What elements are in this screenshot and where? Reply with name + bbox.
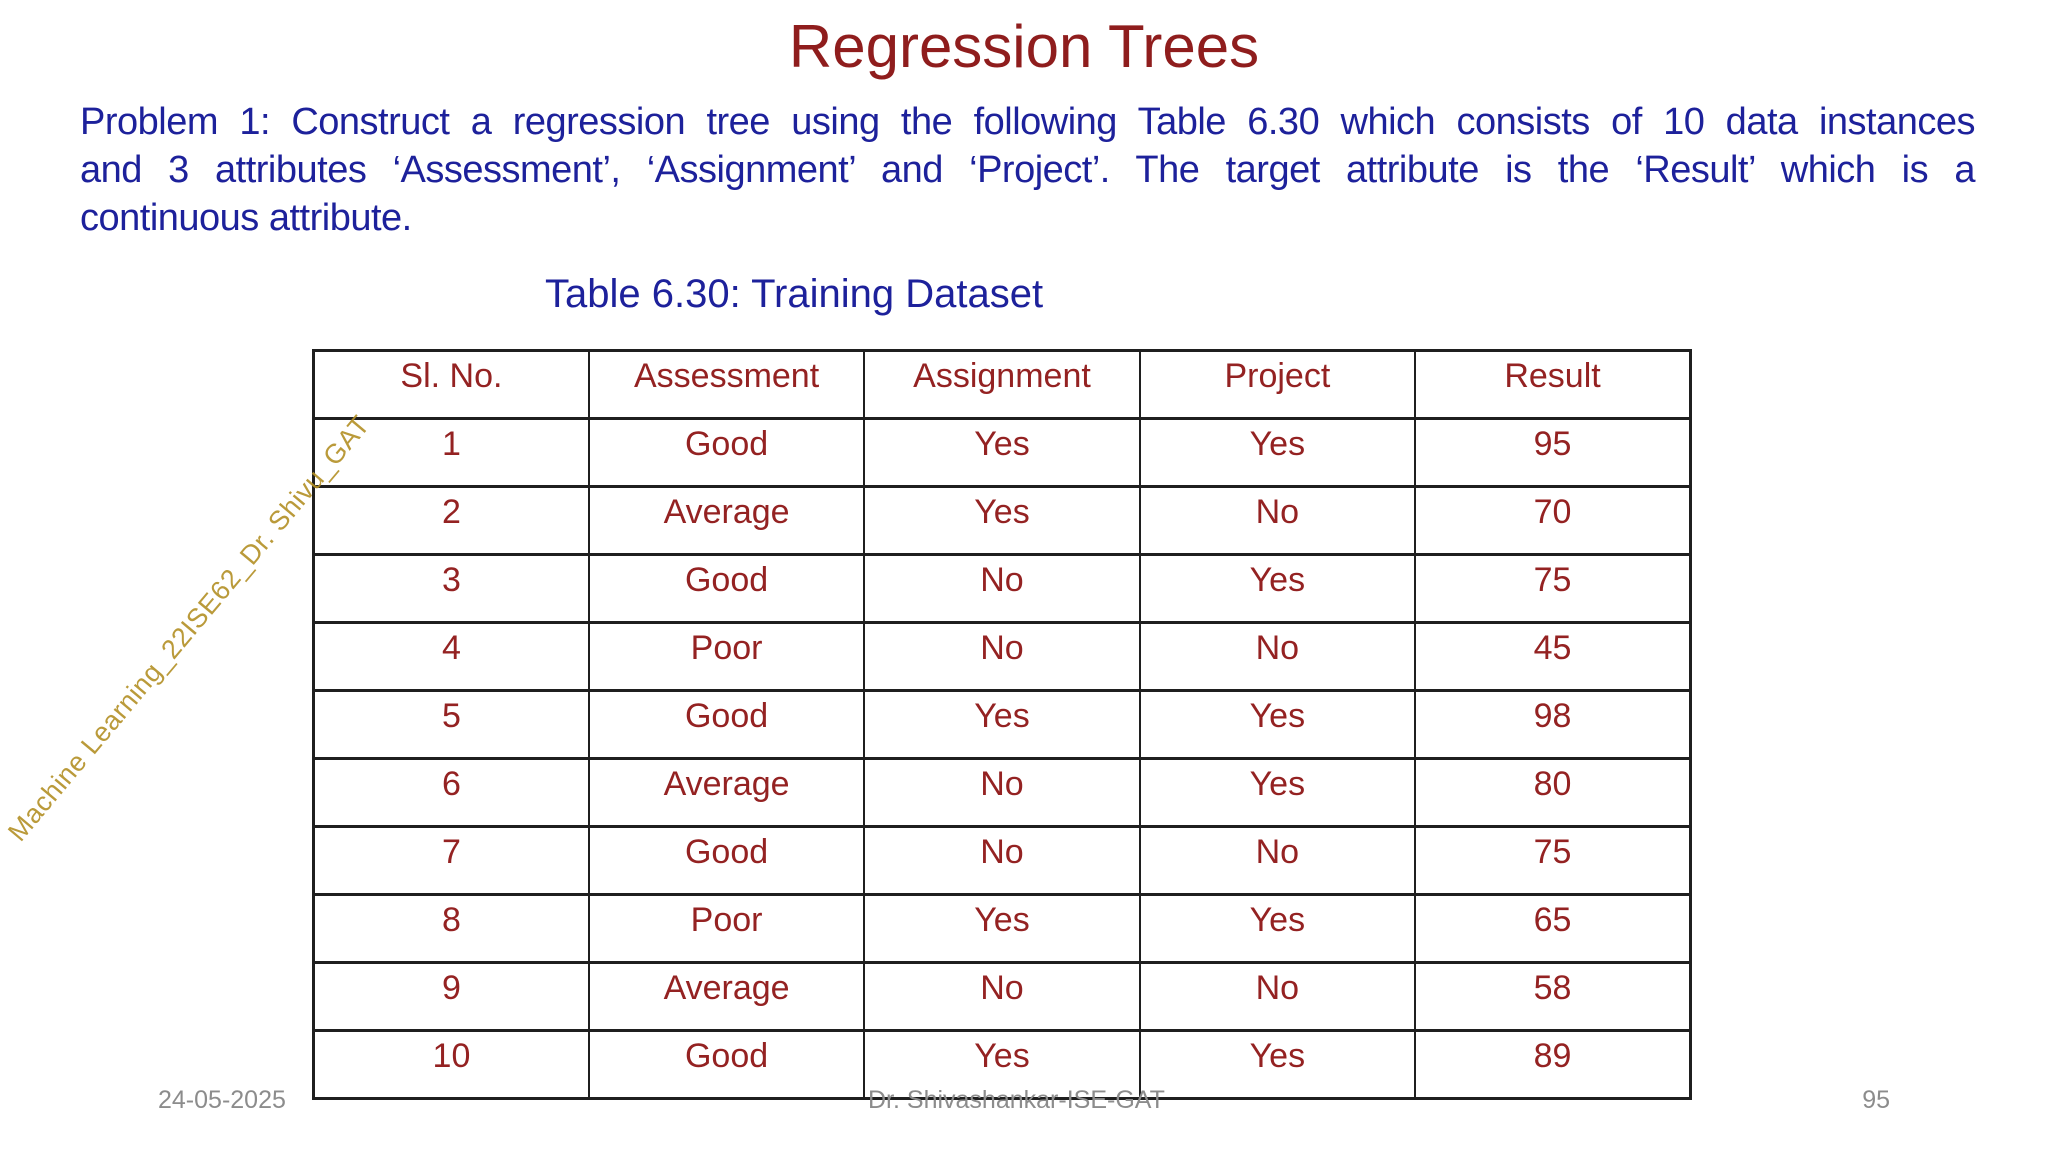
problem-line-1: Problem 1: Construct a regression tree u… <box>80 101 1976 143</box>
cell-sl-no: 3 <box>312 553 590 624</box>
problem-line-3: continuous attribute. <box>80 197 412 239</box>
footer-author: Dr. Shivashankar-ISE-GAT <box>868 1086 1165 1114</box>
cell-assessment: Poor <box>587 621 866 692</box>
cell-assignment: No <box>863 553 1141 624</box>
cell-result: 65 <box>1414 893 1692 964</box>
cell-sl-no: 1 <box>312 417 590 488</box>
training-dataset-table: Sl. No. Assessment Assignment Project Re… <box>312 349 1692 1100</box>
header-cell-sl-no: Sl. No. <box>312 349 590 420</box>
header-cell-project: Project <box>1138 349 1417 420</box>
cell-sl-no: 2 <box>312 485 590 556</box>
table-row: 1 Good Yes Yes 95 <box>312 417 1692 488</box>
problem-statement: Problem 1: Construct a regression tree u… <box>80 98 1976 242</box>
footer-date: 24-05-2025 <box>158 1086 286 1114</box>
cell-project: No <box>1138 621 1417 692</box>
cell-assessment: Good <box>587 417 866 488</box>
cell-assignment: No <box>863 621 1141 692</box>
cell-sl-no: 10 <box>312 1029 590 1100</box>
table-header-row: Sl. No. Assessment Assignment Project Re… <box>312 349 1692 420</box>
table-row: 8 Poor Yes Yes 65 <box>312 893 1692 964</box>
table-row: 3 Good No Yes 75 <box>312 553 1692 624</box>
cell-result: 45 <box>1414 621 1692 692</box>
cell-project: Yes <box>1138 417 1417 488</box>
header-cell-assignment: Assignment <box>863 349 1141 420</box>
table-row: 9 Average No No 58 <box>312 961 1692 1032</box>
table-row: 7 Good No No 75 <box>312 825 1692 896</box>
cell-result: 75 <box>1414 825 1692 896</box>
header-cell-result: Result <box>1414 349 1692 420</box>
cell-result: 75 <box>1414 553 1692 624</box>
cell-project: Yes <box>1138 1029 1417 1100</box>
cell-sl-no: 5 <box>312 689 590 760</box>
cell-project: No <box>1138 961 1417 1032</box>
cell-project: No <box>1138 485 1417 556</box>
cell-project: Yes <box>1138 689 1417 760</box>
table-row: 6 Average No Yes 80 <box>312 757 1692 828</box>
table-row: 2 Average Yes No 70 <box>312 485 1692 556</box>
cell-result: 70 <box>1414 485 1692 556</box>
table-row: 5 Good Yes Yes 98 <box>312 689 1692 760</box>
cell-assignment: Yes <box>863 1029 1141 1100</box>
cell-assessment: Good <box>587 1029 866 1100</box>
problem-line-2: and 3 attributes ‘Assessment’, ‘Assignme… <box>80 149 1976 191</box>
cell-sl-no: 4 <box>312 621 590 692</box>
cell-result: 89 <box>1414 1029 1692 1100</box>
cell-assessment: Average <box>587 757 866 828</box>
table-caption: Table 6.30: Training Dataset <box>545 272 1044 316</box>
cell-assignment: Yes <box>863 689 1141 760</box>
cell-result: 95 <box>1414 417 1692 488</box>
cell-result: 80 <box>1414 757 1692 828</box>
table-row: 10 Good Yes Yes 89 <box>312 1029 1692 1100</box>
cell-assignment: No <box>863 757 1141 828</box>
cell-assignment: Yes <box>863 893 1141 964</box>
cell-result: 58 <box>1414 961 1692 1032</box>
cell-sl-no: 6 <box>312 757 590 828</box>
cell-assessment: Good <box>587 689 866 760</box>
cell-project: Yes <box>1138 757 1417 828</box>
cell-assessment: Good <box>587 825 866 896</box>
cell-sl-no: 7 <box>312 825 590 896</box>
cell-assessment: Average <box>587 485 866 556</box>
footer-page-number: 95 <box>1862 1086 1890 1114</box>
header-cell-assessment: Assessment <box>587 349 866 420</box>
cell-sl-no: 9 <box>312 961 590 1032</box>
cell-project: Yes <box>1138 893 1417 964</box>
cell-assignment: No <box>863 961 1141 1032</box>
page-title: Regression Trees <box>788 13 1260 80</box>
cell-project: Yes <box>1138 553 1417 624</box>
cell-assessment: Poor <box>587 893 866 964</box>
cell-result: 98 <box>1414 689 1692 760</box>
cell-assessment: Good <box>587 553 866 624</box>
table-row: 4 Poor No No 45 <box>312 621 1692 692</box>
cell-assignment: Yes <box>863 485 1141 556</box>
cell-assignment: No <box>863 825 1141 896</box>
cell-project: No <box>1138 825 1417 896</box>
cell-assessment: Average <box>587 961 866 1032</box>
cell-sl-no: 8 <box>312 893 590 964</box>
cell-assignment: Yes <box>863 417 1141 488</box>
